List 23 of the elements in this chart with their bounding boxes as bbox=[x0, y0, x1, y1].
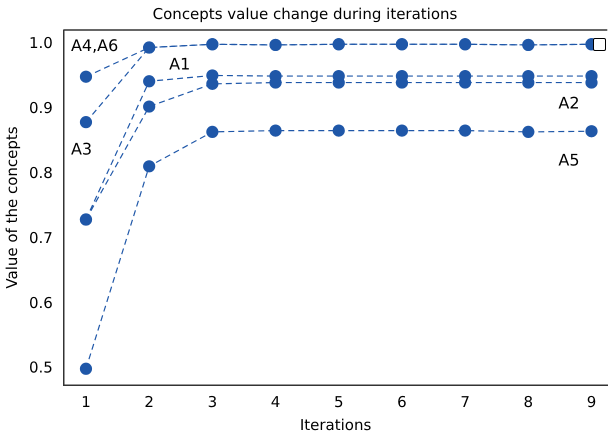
y-tick-label: 1.0 bbox=[28, 34, 53, 52]
x-tick-label: 8 bbox=[524, 392, 534, 411]
chart-title: Concepts value change during iterations bbox=[152, 4, 458, 23]
x-tick-label: 3 bbox=[208, 392, 218, 411]
series-label: A4,A6 bbox=[70, 36, 118, 55]
y-axis-title: Value of the concepts bbox=[2, 126, 21, 289]
x-tick-label: 6 bbox=[397, 392, 407, 411]
x-tick-label: 4 bbox=[270, 392, 280, 411]
x-tick-label: 9 bbox=[586, 392, 596, 411]
series-label: A3 bbox=[70, 139, 92, 158]
x-tick-label: 5 bbox=[334, 392, 344, 411]
series-label: A5 bbox=[558, 150, 580, 170]
x-axis-title: Iterations bbox=[300, 416, 372, 434]
y-tick-label: 0.9 bbox=[28, 99, 53, 118]
y-tick-label: 0.7 bbox=[28, 228, 53, 247]
x-tick-label: 2 bbox=[144, 392, 154, 411]
x-tick-label: 7 bbox=[460, 392, 470, 411]
series-label: A1 bbox=[169, 54, 190, 74]
x-tick-label: 1 bbox=[81, 392, 91, 411]
y-tick-label: 0.5 bbox=[28, 358, 53, 377]
y-tick-label: 0.8 bbox=[28, 164, 53, 182]
series-label: A2 bbox=[558, 94, 580, 113]
y-tick-label: 0.6 bbox=[28, 294, 53, 312]
